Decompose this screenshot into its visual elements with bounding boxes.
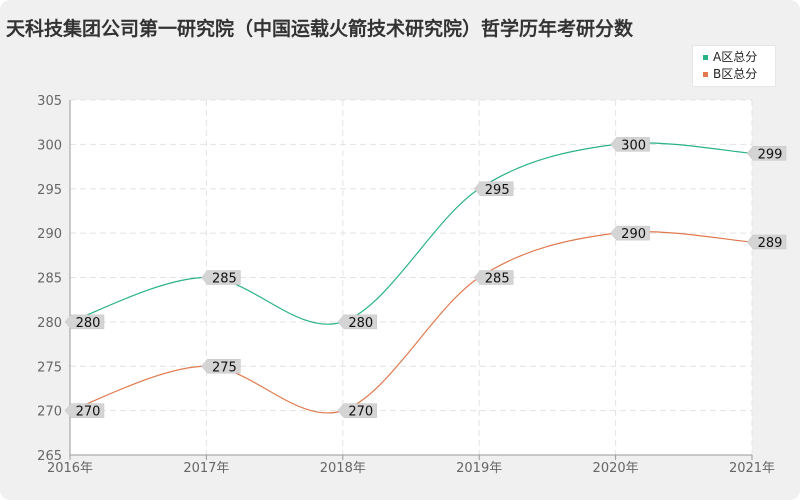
y-tick-label: 290: [37, 227, 62, 242]
data-label: 280: [348, 316, 373, 331]
x-tick-label: 2016年: [47, 461, 93, 476]
data-label: 285: [485, 272, 510, 287]
data-label-bg: [746, 146, 787, 161]
x-tick-label: 2021年: [729, 461, 775, 476]
data-label: 299: [758, 147, 783, 162]
data-label: 275: [212, 360, 237, 375]
data-label: 290: [621, 227, 646, 242]
data-label-bg: [610, 137, 650, 152]
legend[interactable]: A区总分 B区总分: [692, 45, 776, 87]
chart-title: 天科技集团公司第一研究院（中国运载火箭技术研究院）哲学历年考研分数: [6, 18, 634, 40]
data-label-bg: [201, 270, 241, 285]
data-label: 280: [76, 316, 101, 331]
legend-label-a: A区总分: [713, 50, 758, 64]
data-label: 270: [348, 405, 373, 420]
data-label: 289: [758, 236, 783, 251]
data-label-bg: [337, 314, 378, 330]
y-tick-label: 300: [37, 138, 62, 153]
y-tick-label: 280: [37, 316, 62, 331]
data-label: 285: [212, 272, 237, 287]
legend-swatch-a: [703, 55, 708, 60]
y-tick-label: 270: [37, 405, 62, 420]
data-label: 270: [76, 405, 101, 420]
legend-label-b: B区总分: [713, 67, 758, 81]
data-label-bg: [610, 225, 650, 241]
legend-item-a[interactable]: A区总分: [703, 49, 757, 65]
data-label-bg: [473, 270, 514, 285]
data-label-bg: [473, 181, 514, 196]
x-tick-label: 2019年: [456, 461, 502, 476]
legend-item-b[interactable]: B区总分: [703, 66, 757, 82]
x-tick-label: 2017年: [183, 461, 229, 476]
y-tick-label: 285: [37, 272, 62, 287]
x-tick-label: 2020年: [593, 461, 639, 476]
data-label-bg: [337, 403, 378, 418]
y-tick-label: 275: [37, 360, 62, 375]
data-label-bg: [201, 359, 241, 374]
y-tick-label: 295: [37, 183, 62, 198]
data-label-bg: [64, 403, 105, 418]
legend-swatch-b: [703, 72, 708, 77]
x-tick-label: 2018年: [320, 461, 366, 476]
data-label: 295: [485, 183, 510, 198]
y-tick-label: 305: [37, 94, 62, 109]
data-label-bg: [64, 314, 105, 330]
data-label-bg: [746, 234, 787, 250]
data-label: 300: [621, 138, 646, 153]
y-tick-label: 265: [37, 449, 62, 464]
